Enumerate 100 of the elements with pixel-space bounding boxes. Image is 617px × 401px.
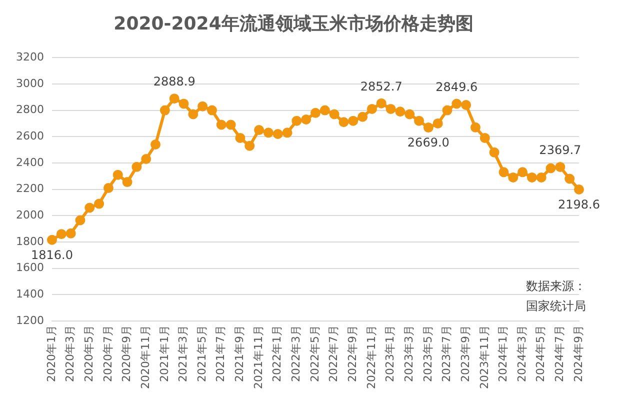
x-tick-label: 2023年11月 — [478, 325, 491, 390]
point — [141, 154, 152, 164]
chart-title: 2020-2024年流通领域玉米市场价格走势图 — [114, 13, 474, 34]
y-tick-label: 3000 — [16, 76, 44, 90]
x-tick-label: 2021年9月 — [233, 325, 246, 382]
x-tick-label: 2022年5月 — [308, 325, 322, 382]
y-tick-label: 1800 — [16, 234, 44, 248]
point — [198, 101, 208, 112]
point — [235, 132, 246, 143]
point — [536, 172, 546, 182]
point — [423, 122, 434, 133]
y-tick-label: 3200 — [16, 50, 44, 64]
data-label: 2198.6 — [558, 198, 600, 212]
x-tick-label: 2022年7月 — [327, 325, 340, 382]
y-tick-label: 2200 — [16, 182, 44, 196]
x-tick-label: 2021年3月 — [176, 325, 190, 382]
x-tick-label: 2022年11月 — [364, 325, 378, 390]
x-tick-label: 2021年1月 — [158, 325, 171, 382]
y-tick-label: 1600 — [16, 261, 44, 274]
point — [395, 106, 406, 117]
point — [66, 228, 76, 238]
y-tick-label: 1400 — [16, 288, 44, 301]
point — [489, 147, 500, 158]
point — [292, 116, 302, 126]
point — [94, 198, 104, 209]
point — [310, 108, 320, 118]
x-tick-label: 2020年5月 — [82, 325, 96, 382]
point — [320, 105, 330, 116]
data-label: 2849.6 — [436, 80, 478, 94]
point — [348, 116, 358, 126]
x-tick-label: 2023年3月 — [402, 325, 416, 382]
point — [206, 105, 217, 116]
point — [46, 234, 57, 245]
point — [301, 114, 312, 124]
data-label: 2852.7 — [360, 79, 402, 94]
point — [112, 170, 123, 180]
point — [216, 120, 226, 130]
point — [414, 116, 424, 126]
x-tick-label: 2024年3月 — [515, 325, 528, 382]
x-tick-label: 2023年9月 — [458, 325, 472, 382]
point — [432, 118, 443, 128]
x-tick-label: 2020年1月 — [44, 325, 58, 382]
point — [366, 104, 377, 114]
point — [564, 174, 575, 184]
point — [498, 167, 509, 178]
point — [244, 140, 255, 151]
x-tick-label: 2020年9月 — [120, 325, 134, 382]
point — [518, 167, 528, 178]
point — [150, 140, 161, 150]
point — [470, 122, 480, 132]
x-tick-label: 2022年3月 — [290, 325, 303, 382]
x-tick-label: 2023年1月 — [384, 325, 397, 382]
x-tick-label: 2022年9月 — [346, 325, 359, 382]
point — [452, 98, 462, 109]
point — [84, 202, 95, 213]
point — [132, 162, 142, 172]
y-tick-label: 2600 — [16, 129, 44, 142]
annotation: 数据来源： — [526, 278, 586, 295]
point — [442, 105, 452, 116]
point — [404, 109, 415, 120]
x-tick-label: 2024年9月 — [572, 325, 585, 382]
point — [272, 128, 283, 139]
point — [480, 132, 490, 143]
x-tick-label: 2021年11月 — [252, 325, 265, 390]
x-tick-label: 2024年7月 — [553, 325, 566, 382]
point — [188, 109, 198, 120]
point — [546, 163, 556, 174]
point — [338, 117, 349, 128]
point — [386, 104, 396, 114]
point — [358, 112, 368, 122]
x-tick-label: 2021年7月 — [214, 325, 228, 382]
point — [461, 100, 472, 110]
y-tick-label: 2400 — [16, 156, 44, 169]
point — [103, 182, 114, 193]
y-tick-label: 2000 — [16, 208, 44, 222]
x-tick-label: 2024年1月 — [496, 325, 510, 382]
point — [75, 215, 86, 226]
data-label: 1816.0 — [30, 248, 73, 262]
point — [178, 98, 189, 109]
x-tick-label: 2021年5月 — [195, 325, 208, 382]
y-tick-label: 1200 — [16, 314, 44, 327]
x-tick-label: 2023年7月 — [440, 325, 454, 382]
x-tick-label: 2023年5月 — [421, 325, 434, 382]
point — [160, 105, 170, 116]
data-label: 2669.0 — [407, 136, 450, 150]
point — [169, 94, 180, 104]
point — [526, 172, 537, 182]
point — [226, 120, 236, 130]
point — [122, 177, 132, 188]
x-tick-label: 2022年1月 — [270, 325, 284, 382]
point — [376, 98, 386, 108]
x-tick-label: 2020年11月 — [138, 325, 152, 390]
annotation: 国家统计局 — [526, 298, 586, 315]
point — [555, 162, 566, 172]
point — [329, 109, 340, 120]
x-tick-label: 2020年3月 — [64, 325, 77, 382]
point — [574, 184, 584, 194]
point — [282, 128, 292, 138]
point — [56, 229, 66, 240]
point — [254, 125, 264, 136]
